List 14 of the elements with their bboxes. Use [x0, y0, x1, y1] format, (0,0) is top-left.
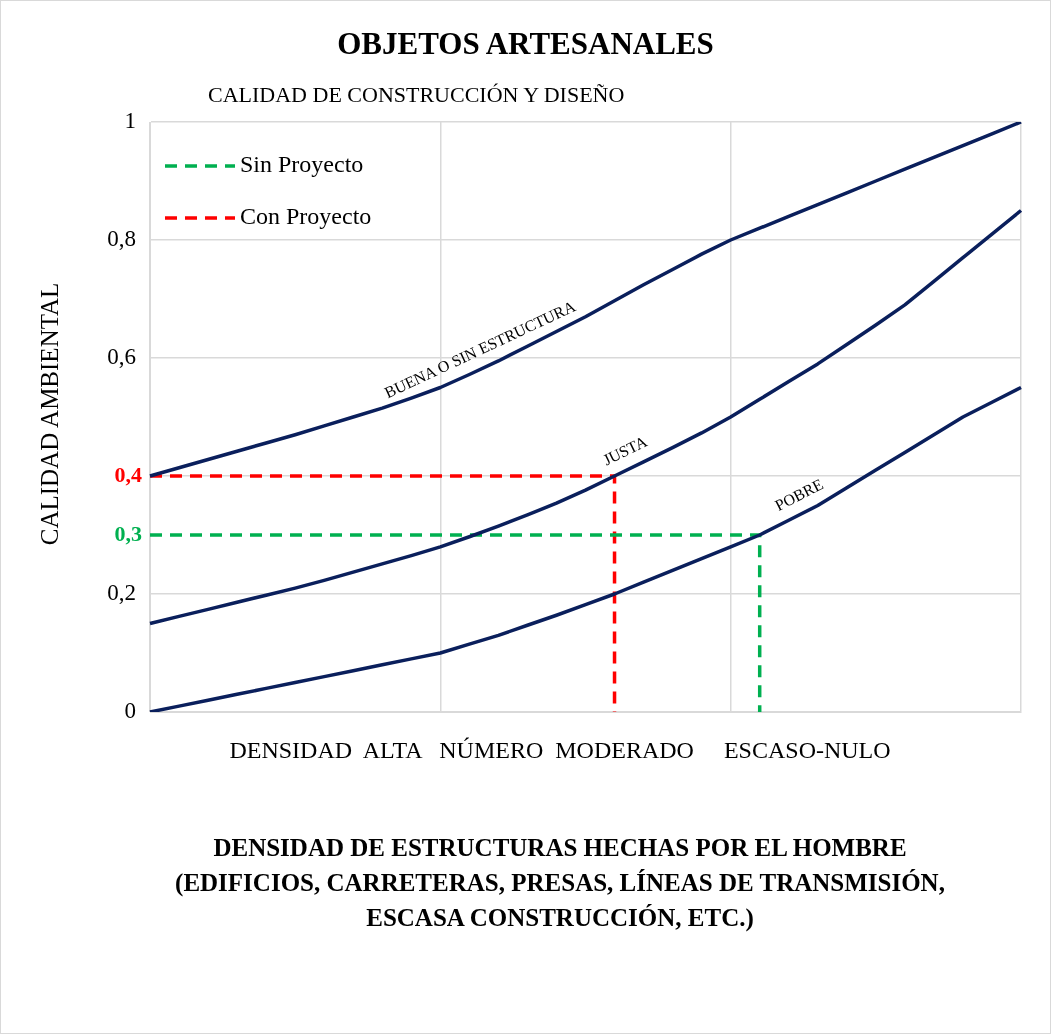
data-label: 0,4 [114, 461, 142, 487]
chart-subtitle: CALIDAD DE CONSTRUCCIÓN Y DISEÑO [207, 82, 626, 108]
chart-title: OBJETOS ARTESANALES [336, 26, 715, 62]
y-tick-label: 0,8 [107, 226, 136, 252]
x-axis-title: DENSIDAD DE ESTRUCTURAS HECHAS POR EL HOMBRE (EDIFICIOS, CARRETERAS, PRESAS, LÍNEAS DE TRANSMISIÓN, ESCASA CONSTRUCCIÓN, ETC.) [174, 833, 946, 934]
data-label: 0,3 [114, 520, 142, 546]
y-axis-title: CALIDAD AMBIENTAL [36, 281, 64, 548]
legend-label: Sin Proyecto [240, 151, 364, 178]
legend-label: Con Proyecto [240, 203, 372, 230]
y-tick-label: 0 [124, 698, 136, 724]
y-tick-label: 0,2 [107, 580, 136, 606]
y-tick-label: 0,6 [107, 344, 136, 370]
y-tick-label: 1 [124, 108, 136, 134]
text: DENSIDAD ALTA NÚMERO MODERADO ESCASO-NULO [228, 736, 892, 765]
